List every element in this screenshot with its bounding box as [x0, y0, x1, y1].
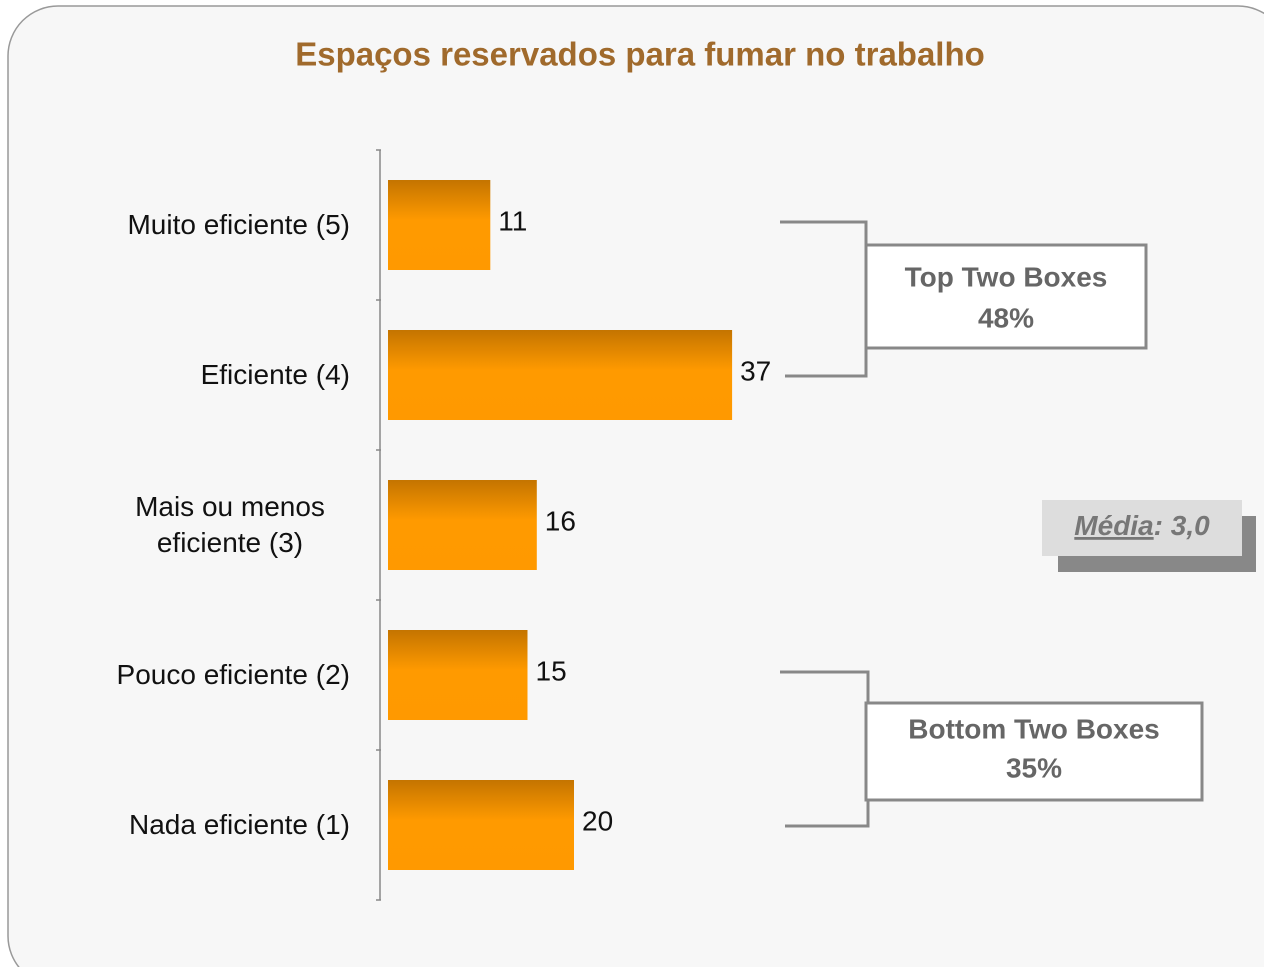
category-label-box: Muito eficiente (5) — [127, 175, 350, 275]
category-label: Pouco eficiente (2) — [116, 658, 350, 690]
category-label-box: Eficiente (4) — [201, 325, 350, 425]
top-box-title: Top Two Boxes — [905, 261, 1108, 292]
top-box — [864, 243, 1148, 350]
category-label: Muito eficiente (5) — [127, 208, 350, 240]
bar — [388, 630, 528, 720]
value-label: 11 — [498, 205, 527, 236]
category-label-box: Mais ou menos eficiente (3) — [110, 475, 350, 575]
bar — [388, 480, 537, 570]
mean-value: : 3,0 — [1154, 510, 1210, 541]
bottom-box-title: Bottom Two Boxes — [908, 713, 1159, 744]
chart-title: Espaços reservados para fumar no trabalh… — [295, 36, 985, 73]
mean-label: Média — [1074, 510, 1153, 541]
value-label: 37 — [740, 355, 771, 386]
category-label-box: Nada eficiente (1) — [129, 775, 350, 875]
bar — [388, 180, 491, 270]
top-box-value: 48% — [978, 302, 1034, 333]
bar — [388, 330, 733, 420]
bar — [388, 780, 574, 870]
value-label: 15 — [536, 655, 567, 686]
value-label: 20 — [582, 805, 613, 836]
category-label: Eficiente (4) — [200, 358, 350, 390]
bottom-box-value: 35% — [1006, 752, 1062, 783]
mean-box — [1042, 500, 1242, 556]
category-label-box: Pouco eficiente (2) — [117, 625, 350, 725]
category-label: Nada eficiente (1) — [128, 808, 350, 840]
category-label: Mais ou menos eficiente (3) — [135, 490, 325, 558]
bottom-box — [864, 701, 1204, 802]
value-label: 16 — [545, 505, 576, 536]
mean-text: Média: 3,0 — [1074, 510, 1210, 541]
